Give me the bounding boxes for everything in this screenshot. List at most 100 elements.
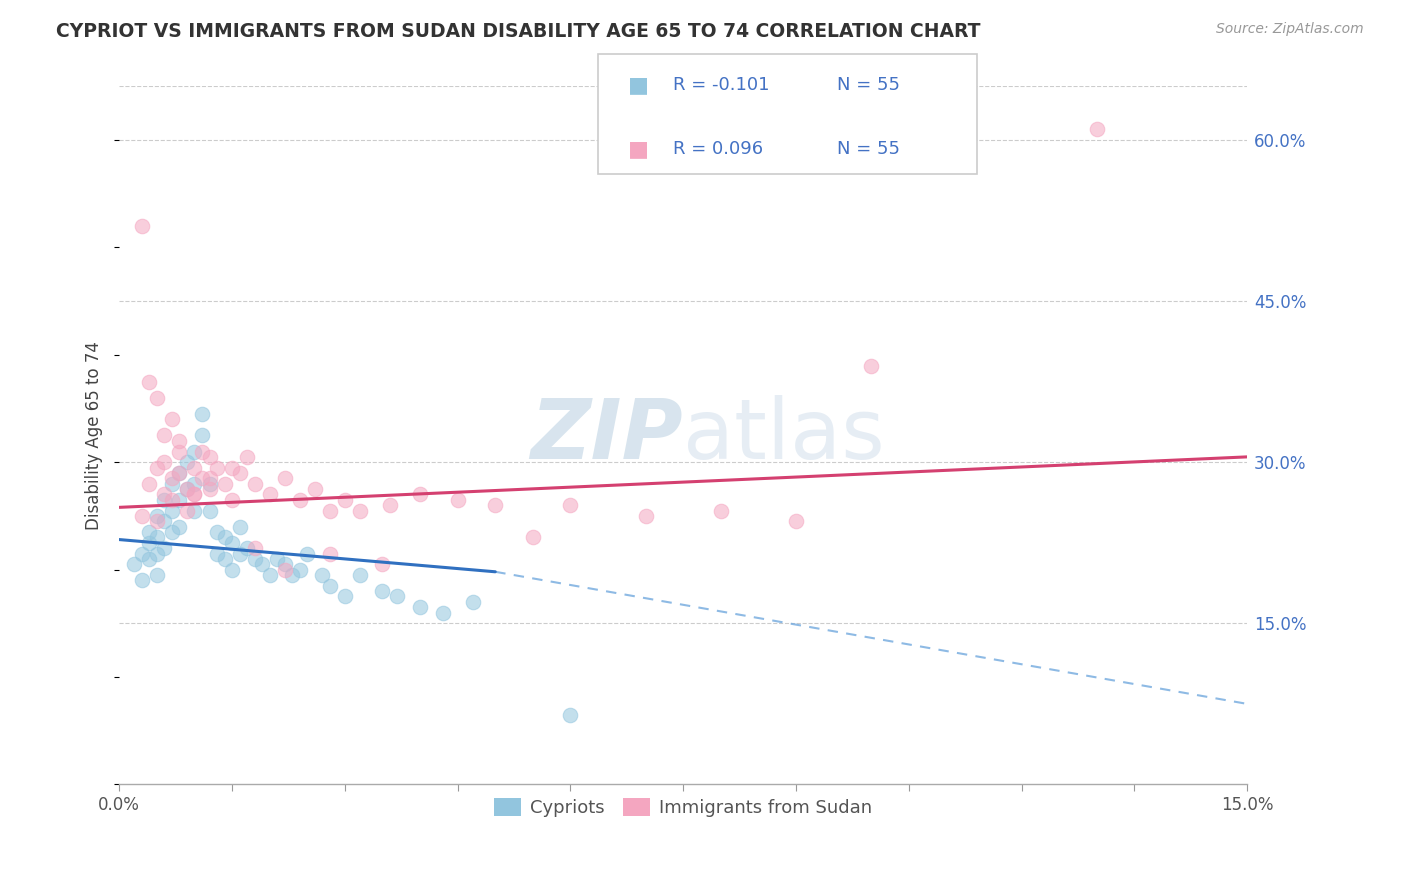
Point [214,476,236,491]
Point [160,492,183,507]
Y-axis label: Disability Age 65 to 74: Disability Age 65 to 74 [86,341,103,530]
Point [183,460,205,475]
Point [138,552,160,566]
Point [378,498,401,512]
Point [409,600,432,615]
Point [191,428,214,442]
Point [198,482,221,496]
Point [266,552,288,566]
Point [176,455,198,469]
Point [205,547,228,561]
Text: ZIP: ZIP [530,395,683,476]
Point [319,547,342,561]
Point [198,471,221,485]
Point [409,487,432,501]
Point [183,487,205,501]
Point [446,492,468,507]
Point [153,492,176,507]
Point [304,482,326,496]
Point [214,530,236,544]
Point [259,487,281,501]
Point [243,541,266,556]
Point [297,547,319,561]
Point [146,460,169,475]
Point [461,595,484,609]
Point [560,707,582,722]
Point [138,536,160,550]
Text: ■: ■ [628,139,650,159]
Text: N = 55: N = 55 [837,76,900,94]
Point [560,498,582,512]
Point [160,524,183,539]
Point [221,492,243,507]
Point [371,558,394,572]
Point [333,590,356,604]
Point [221,536,243,550]
Point [153,455,176,469]
Point [273,471,295,485]
Point [160,412,183,426]
Point [349,503,371,517]
Point [169,466,191,480]
Point [250,558,273,572]
Point [131,547,153,561]
Point [1085,122,1108,136]
Point [205,460,228,475]
Point [153,514,176,528]
Text: R = 0.096: R = 0.096 [673,140,763,158]
Point [288,492,311,507]
Point [160,503,183,517]
Point [228,519,250,533]
Legend: Cypriots, Immigrants from Sudan: Cypriots, Immigrants from Sudan [486,790,880,824]
Point [169,492,191,507]
Point [228,466,250,480]
Point [191,444,214,458]
Point [221,563,243,577]
Point [634,508,657,523]
Point [387,590,409,604]
Point [710,503,733,517]
Point [169,434,191,448]
Text: atlas: atlas [683,395,884,476]
Point [146,568,169,582]
Point [214,552,236,566]
Point [236,541,259,556]
Point [138,524,160,539]
Point [169,466,191,480]
Point [522,530,544,544]
Point [198,476,221,491]
Point [131,508,153,523]
Point [273,558,295,572]
Point [131,574,153,588]
Text: R = -0.101: R = -0.101 [673,76,770,94]
Text: Source: ZipAtlas.com: Source: ZipAtlas.com [1216,22,1364,37]
Point [169,519,191,533]
Point [146,530,169,544]
Point [176,482,198,496]
Point [153,487,176,501]
Point [311,568,333,582]
Point [333,492,356,507]
Point [785,514,807,528]
Point [198,503,221,517]
Point [183,503,205,517]
Point [176,503,198,517]
Point [183,444,205,458]
Point [131,219,153,233]
Point [371,584,394,599]
Point [183,476,205,491]
Point [191,407,214,421]
Point [281,568,304,582]
Point [349,568,371,582]
Point [160,476,183,491]
Point [319,579,342,593]
Text: ■: ■ [628,75,650,95]
Point [169,444,191,458]
Point [160,471,183,485]
Point [319,503,342,517]
Point [153,541,176,556]
Point [484,498,506,512]
Point [273,563,295,577]
Point [146,391,169,405]
Point [183,487,205,501]
